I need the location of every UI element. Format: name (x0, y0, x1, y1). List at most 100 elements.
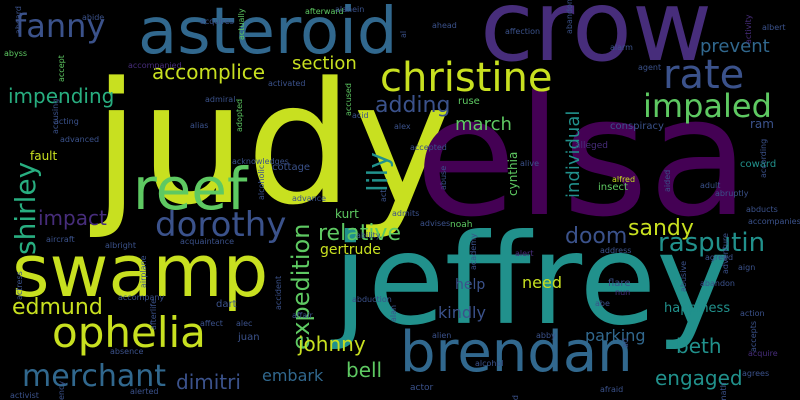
word-alcohol: alcohol (475, 359, 504, 368)
word-actor: actor (410, 383, 434, 393)
word-engaged: engaged (655, 366, 743, 390)
word-cynthia: cynthia (506, 151, 520, 196)
word-alex: alex (394, 122, 411, 131)
word-adopted: adopted (235, 98, 244, 132)
word-aged: aged (511, 395, 520, 400)
word-edmund: edmund (12, 295, 103, 320)
word-aign: aign (738, 263, 756, 272)
word-beth: beth (676, 334, 722, 358)
word-aboard: aboard (14, 5, 23, 34)
word-bell: bell (346, 358, 383, 382)
word-afterward: afterward (305, 7, 344, 16)
word-abide: abide (82, 13, 105, 22)
word-abduction: abduction (352, 295, 392, 304)
word-alanein: alanein (335, 5, 365, 14)
word-happiness: happiness (664, 301, 731, 316)
word-abyss: abyss (4, 49, 28, 58)
word-abusive: abusive (679, 260, 688, 292)
word-alien: alien (432, 331, 452, 340)
word-aftermath: aftermath (719, 382, 728, 400)
word-christine: christine (380, 55, 553, 101)
word-rasputin: rasputin (658, 228, 766, 258)
word-shirley: shirley (9, 161, 42, 255)
word-march: march (455, 114, 512, 135)
word-affair: affair (292, 311, 313, 320)
word-adult: adult (700, 181, 721, 190)
word-alleged: alleged (575, 141, 609, 151)
word-activity: activity (744, 14, 753, 45)
word-abducts: abducts (746, 205, 778, 214)
word-afraid: afraid (600, 385, 624, 394)
word-individual: individual (563, 110, 584, 198)
word-absence: absence (110, 347, 144, 356)
word-doom: doom (565, 224, 628, 249)
word-kurt: kurt (335, 207, 359, 221)
word-need: need (522, 273, 562, 292)
word-crow: crow (480, 0, 713, 84)
word-accepted: accepted (410, 143, 447, 152)
word-embark: embark (262, 366, 324, 385)
word-elsa: elsa (415, 61, 750, 253)
word-parking: parking (585, 326, 646, 345)
word-sandy: sandy (628, 216, 694, 241)
word-nun: nun (615, 288, 631, 297)
word-prevent: prevent (700, 36, 770, 57)
word-accompanies: accompanies (748, 217, 800, 226)
word-act: act (379, 189, 388, 202)
word-accompanied: accompanied (128, 61, 182, 70)
word-alert: alert (515, 249, 534, 258)
word-actress: actress (15, 271, 24, 300)
word-actually: actually (237, 8, 246, 40)
word-alfred: alfred (612, 175, 636, 184)
word-adding: adding (375, 93, 451, 118)
word-alan: alan (389, 304, 398, 322)
word-lily: lily (361, 152, 394, 192)
word-abandoning: abandoning (565, 0, 574, 34)
word-ad: ad (621, 338, 630, 348)
word-ruse: ruse (458, 96, 480, 107)
word-acquires: acquires (200, 17, 234, 26)
word-brendan: brendan (400, 320, 633, 385)
word-alcoholic: alcoholic (257, 164, 266, 200)
word-agreed: agreed (705, 253, 734, 262)
word-abandon: abandon (700, 279, 735, 288)
word-noah: noah (450, 220, 473, 230)
word-action: action (740, 309, 765, 318)
word-section: section (292, 53, 357, 74)
word-accident: accident (274, 275, 283, 310)
word-affection: affection (505, 27, 541, 36)
word-activated: activated (268, 79, 306, 88)
word-academy: academy (469, 233, 478, 270)
word-johnny: johnny (298, 332, 366, 356)
word-fault: fault (30, 149, 58, 163)
word-relative: relative (318, 221, 401, 246)
word-acquire: acquire (748, 349, 778, 358)
word-admiral: admiral (205, 95, 236, 104)
word-alec: alec (236, 319, 253, 328)
word-conspiracy: conspiracy (610, 121, 664, 132)
word-ophelia: ophelia (52, 308, 206, 357)
word-acquaintance: acquaintance (180, 237, 235, 246)
word-fanny: fanny (15, 7, 106, 45)
word-help: help (455, 277, 486, 293)
word-agency: agency (57, 380, 66, 400)
word-accept: accept (57, 55, 66, 82)
word-acknowledges: acknowledges (232, 157, 289, 166)
word-ability: ability (356, 231, 381, 240)
word-alive: alive (520, 159, 540, 168)
word-albert: albert (762, 23, 786, 32)
word-alerted: alerted (130, 387, 159, 396)
word-aircraft: aircraft (46, 235, 75, 244)
word-abruptly: abruptly (715, 189, 749, 198)
word-merchant: merchant (22, 359, 167, 394)
word-agent: agent (638, 63, 662, 72)
word-advises: advises (420, 219, 451, 228)
word-admits: admits (392, 209, 420, 218)
word-accepts: accepts (749, 320, 758, 352)
word-agrees: agrees (742, 369, 770, 378)
word-judy: judy (93, 46, 453, 242)
word-advance: advance (292, 194, 327, 203)
word-kindly: kindly (438, 303, 486, 322)
word-impact: impact (38, 206, 107, 230)
